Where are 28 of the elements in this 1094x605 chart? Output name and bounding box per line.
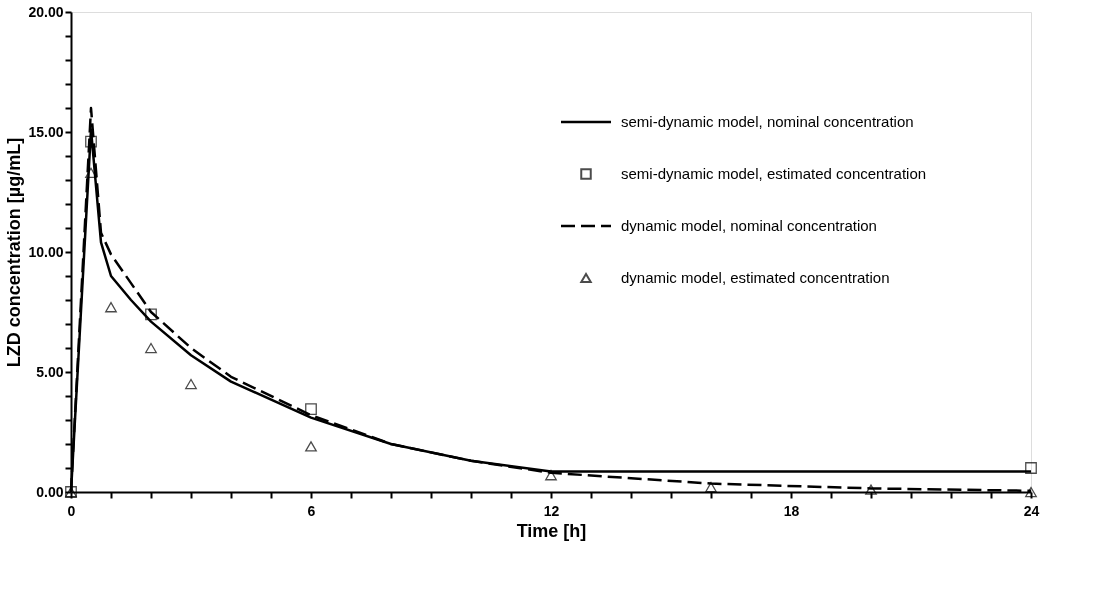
point (85, 167, 97, 178)
x-axis-title: Time [h] (516, 520, 587, 541)
point (85, 135, 97, 148)
x-tick-label: 24 (1023, 502, 1040, 519)
x-tick-label: 18 (783, 502, 800, 519)
point (105, 302, 117, 313)
y-tick-label: 15.00 (28, 123, 64, 140)
point (145, 342, 157, 354)
point (1025, 462, 1037, 474)
y-axis-title: LZD concentration [µg/mL] (4, 137, 25, 368)
y-tick-label: 5.00 (36, 363, 64, 380)
legend-label: dynamic model, nominal concentration (621, 217, 877, 234)
point (305, 403, 317, 416)
legend-label: semi-dynamic model, estimated concentration (621, 165, 927, 182)
point (185, 378, 197, 390)
x-tick-label: 12 (543, 502, 560, 519)
point (145, 308, 157, 321)
point (705, 482, 717, 493)
y-tick-label: 20.00 (28, 3, 64, 20)
x-tick-label: 6 (307, 502, 316, 519)
y-tick-label: 0.00 (36, 483, 64, 500)
point (305, 441, 317, 452)
point (545, 470, 557, 481)
y-tick-label: 10.00 (28, 243, 64, 260)
point (865, 484, 877, 495)
legend-label: semi-dynamic model, nominal concentration (621, 113, 914, 130)
legend-label: dynamic model, estimated concentration (621, 269, 890, 286)
x-tick-label: 0 (67, 502, 76, 519)
